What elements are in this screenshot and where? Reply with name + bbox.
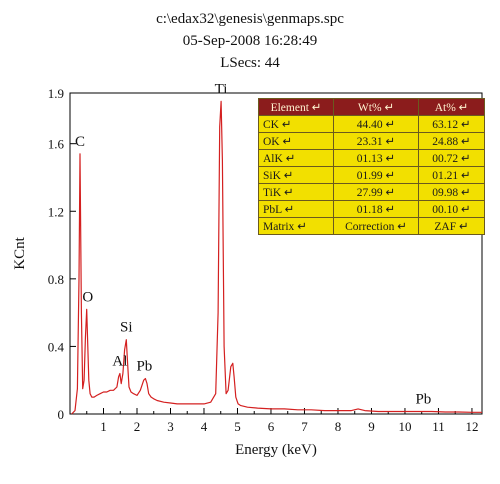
x-tick-label: 4 [201,419,208,434]
peak-label: Al [112,353,127,369]
element-cell: TiK ↵ [258,183,334,201]
spectrum-timestamp: 05-Sep-2008 16:28:49 [182,33,318,49]
at-percent-cell: 00.72 ↵ [418,149,485,167]
at-percent-cell: 63.12 ↵ [418,115,485,133]
element-cell: AlK ↵ [258,149,334,167]
peak-label: Si [120,320,133,336]
x-tick-label: 1 [100,419,107,434]
table-row: TiK ↵ 27.99 ↵ 09.98 ↵ [258,183,485,201]
x-tick-label: 9 [368,419,375,434]
spectrum-file-path: c:\edax32\genesis\genmaps.spc [156,11,344,27]
peak-label: C [75,134,85,150]
wt-percent-cell: Correction ↵ [333,217,419,235]
element-cell: OK ↵ [258,132,334,150]
x-tick-label: 6 [268,419,275,434]
y-tick-label: 0.4 [48,339,65,354]
y-tick-label: 0.8 [48,272,64,287]
element-cell: SiK ↵ [258,166,334,184]
y-tick-label: 1.6 [48,137,65,152]
wt-percent-cell: 44.40 ↵ [333,115,419,133]
y-axis-label: KCnt [12,236,28,269]
x-tick-label: 5 [234,419,241,434]
table-row: OK ↵ 23.31 ↵ 24.88 ↵ [258,132,485,150]
x-axis-label: Energy (keV) [235,442,317,458]
at-percent-cell: 01.21 ↵ [418,166,485,184]
at-percent-cell: ZAF ↵ [418,217,485,235]
table-row: SiK ↵ 01.99 ↵ 01.21 ↵ [258,166,485,184]
wt-percent-cell: 01.13 ↵ [333,149,419,167]
x-tick-label: 11 [432,419,445,434]
y-tick-label: 0 [58,407,65,422]
at-percent-cell: 24.88 ↵ [418,132,485,150]
column-header-wt: Wt% ↵ [333,98,419,116]
wt-percent-cell: 01.99 ↵ [333,166,419,184]
peak-label: Ti [215,81,228,97]
wt-percent-cell: 27.99 ↵ [333,183,419,201]
peak-label: Pb [415,391,431,407]
wt-percent-cell: 23.31 ↵ [333,132,419,150]
x-tick-label: 8 [335,419,342,434]
table-row: PbL ↵ 01.18 ↵ 00.10 ↵ [258,200,485,218]
element-cell: PbL ↵ [258,200,334,218]
y-tick-label: 1.2 [48,204,64,219]
quantification-table: Element ↵ Wt% ↵ At% ↵ CK ↵ 44.40 ↵ 63.12 ↵… [258,98,485,235]
x-tick-label: 12 [465,419,478,434]
x-tick-label: 2 [134,419,141,434]
column-header-at: At% ↵ [418,98,485,116]
peak-label: O [82,289,93,305]
x-tick-label: 7 [301,419,308,434]
peak-label: Pb [136,359,152,375]
column-header-element: Element ↵ [258,98,334,116]
wt-percent-cell: 01.18 ↵ [333,200,419,218]
live-seconds: LSecs: 44 [220,55,280,71]
table-row: Matrix ↵ Correction ↵ ZAF ↵ [258,217,485,235]
element-cell: CK ↵ [258,115,334,133]
table-row: AlK ↵ 01.13 ↵ 00.72 ↵ [258,149,485,167]
at-percent-cell: 00.10 ↵ [418,200,485,218]
at-percent-cell: 09.98 ↵ [418,183,485,201]
x-tick-label: 3 [167,419,174,434]
element-cell: Matrix ↵ [258,217,334,235]
spectrum-line [71,100,482,415]
x-tick-label: 10 [398,419,411,434]
y-tick-label: 1.9 [48,86,64,101]
plot-frame [69,92,483,415]
table-row: CK ↵ 44.40 ↵ 63.12 ↵ [258,115,485,133]
table-header-row: Element ↵ Wt% ↵ At% ↵ [258,98,485,116]
